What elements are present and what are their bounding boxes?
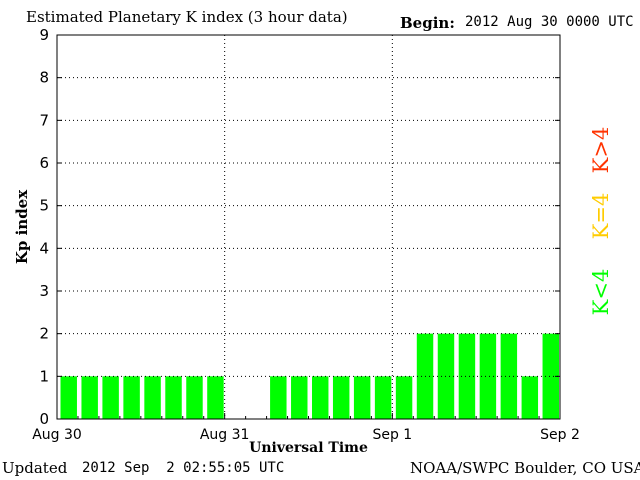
y-tick-label: 8 (39, 69, 49, 87)
kp-bar (312, 376, 329, 419)
kp-bar (102, 376, 119, 419)
kp-bar (270, 376, 287, 419)
legend-below-4: K<4 (589, 269, 613, 316)
begin-value: 2012 Aug 30 0000 UTC (465, 14, 634, 30)
kp-bar (542, 333, 559, 419)
legend-above-4: K>4 (589, 127, 613, 174)
kp-bar (123, 376, 140, 419)
kp-bar (395, 376, 413, 419)
kp-bar (60, 376, 77, 419)
kp-bar (521, 376, 539, 419)
kp-bar (374, 376, 392, 419)
kp-bar (165, 376, 182, 419)
x-tick-label: Aug 30 (32, 427, 82, 443)
updated-label: Updated (2, 459, 68, 477)
y-tick-label: 7 (39, 111, 49, 129)
legend-equal-4: K=4 (589, 193, 613, 240)
kp-bar (81, 376, 98, 419)
y-tick-label: 3 (39, 282, 49, 300)
plot-frame (56, 34, 561, 420)
x-axis-label: Universal Time (249, 440, 368, 456)
y-tick-label: 2 (39, 325, 49, 343)
updated-value: 2012 Sep 2 02:55:05 UTC (82, 460, 285, 476)
kp-bar (186, 376, 203, 419)
y-axis-label: Kp index (13, 189, 31, 264)
x-tick-label: Sep 1 (372, 427, 412, 443)
y-tick-label: 1 (39, 367, 49, 385)
kp-bar (144, 376, 161, 419)
kp-bar (353, 376, 371, 419)
kp-bar (207, 376, 224, 419)
kp-bar (291, 376, 308, 419)
kp-bar (458, 333, 476, 419)
y-tick-label: 4 (39, 239, 49, 257)
x-tick-label: Sep 2 (540, 427, 580, 443)
y-tick-label: 5 (39, 197, 49, 215)
y-tick-label: 6 (39, 154, 49, 172)
begin-label: Begin: (400, 14, 455, 32)
chart-title: Estimated Planetary K index (3 hour data… (26, 8, 348, 26)
x-tick-label: Aug 31 (200, 427, 250, 443)
kp-bar (500, 333, 518, 419)
kp-bar (479, 333, 497, 419)
y-tick-label: 0 (39, 410, 49, 428)
footer-credit: NOAA/SWPC Boulder, CO USA (410, 459, 640, 477)
y-tick-label: 9 (39, 26, 49, 44)
kp-bar (332, 376, 350, 419)
